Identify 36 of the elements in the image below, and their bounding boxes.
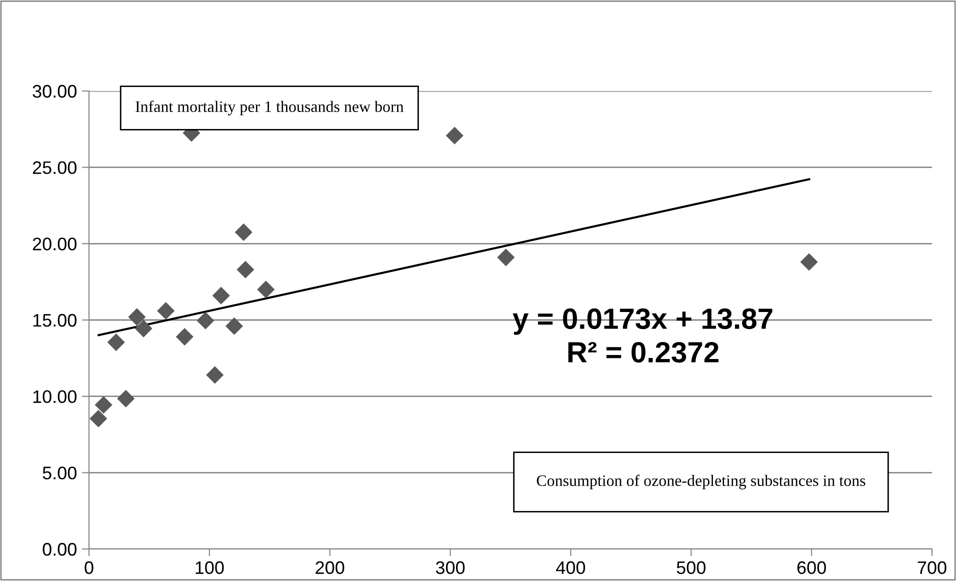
point (234, 223, 252, 241)
y-tick-label: 5.00 (42, 466, 76, 480)
x-tick-label: 600 (797, 561, 826, 574)
y-tick-label: 30.00 (32, 84, 76, 98)
point (497, 248, 515, 266)
x-tick-label: 500 (676, 561, 706, 574)
point (446, 126, 464, 144)
point (94, 396, 112, 414)
point (176, 328, 194, 346)
point (134, 320, 152, 338)
x-tick-label: 300 (436, 561, 465, 574)
point (128, 308, 146, 326)
y-tick-label: 0.00 (42, 542, 76, 556)
point (90, 410, 108, 428)
point (117, 390, 135, 408)
point (257, 280, 275, 298)
point (206, 366, 224, 384)
y-axis-title: Infant mortality per 1 thousands new born (136, 100, 404, 116)
y-tick-label: 20.00 (32, 238, 76, 250)
y-tick-label: 15.00 (33, 314, 76, 327)
point (157, 302, 175, 320)
point (107, 334, 125, 352)
point (225, 317, 244, 335)
x-tick-label: 400 (556, 561, 586, 574)
x-axis-title: Consumption of ozone-depleting substances in tons (536, 474, 866, 490)
point (212, 286, 230, 304)
x-tick-label: 200 (316, 561, 344, 574)
annotation: y = 0.0173x + 13.87 R² = 0.2372 (512, 308, 772, 363)
x-tick-label: 0 (84, 561, 94, 574)
point (236, 260, 254, 278)
y-tick-label: 25.00 (32, 161, 76, 174)
x-tick-label: 100 (196, 561, 224, 574)
point (800, 253, 818, 271)
point (196, 312, 214, 330)
x-tick-label: 700 (918, 561, 946, 574)
y-tick-label: 10.00 (33, 390, 76, 404)
